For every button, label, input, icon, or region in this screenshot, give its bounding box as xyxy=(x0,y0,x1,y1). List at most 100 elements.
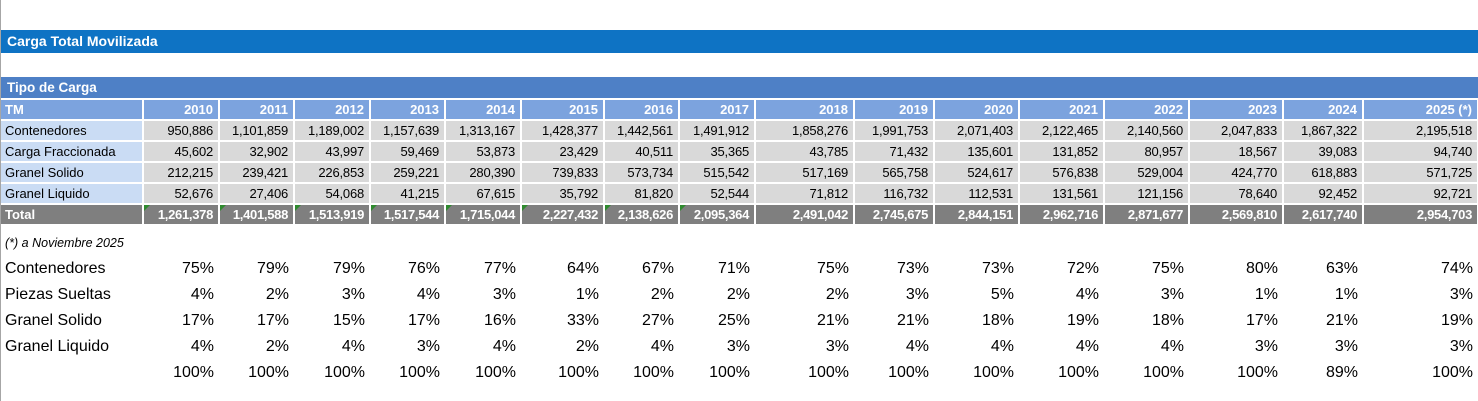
tonnage-cell[interactable]: 40,511 xyxy=(605,142,680,163)
pct-cell[interactable]: 67% xyxy=(641,260,674,277)
pct-cell[interactable]: 2% xyxy=(265,286,289,303)
tonnage-cell[interactable]: 573,734 xyxy=(605,163,680,184)
total-cell[interactable]: 2,227,432 xyxy=(522,205,605,226)
tonnage-cell[interactable]: 618,883 xyxy=(1284,163,1364,184)
pct-cell[interactable]: 21% xyxy=(1325,312,1358,329)
pct-cell[interactable]: 71% xyxy=(717,260,750,277)
total-cell[interactable]: 2,962,716 xyxy=(1020,205,1105,226)
pct-cell[interactable]: 33% xyxy=(566,312,599,329)
pct-cell[interactable]: 2% xyxy=(575,338,599,355)
pct-cell[interactable]: 100% xyxy=(709,364,750,381)
tonnage-cell[interactable]: 80,957 xyxy=(1105,142,1190,163)
pct-label-cell[interactable]: Granel Solido xyxy=(5,312,102,329)
tonnage-cell[interactable]: 135,601 xyxy=(935,142,1020,163)
total-cell[interactable]: 1,513,919 xyxy=(295,205,371,226)
pct-cell[interactable]: 17% xyxy=(407,312,440,329)
pct-cell[interactable]: 75% xyxy=(1151,260,1184,277)
year-header-cell[interactable]: 2015 xyxy=(522,100,605,121)
pct-cell[interactable]: 19% xyxy=(1066,312,1099,329)
pct-cell[interactable]: 3% xyxy=(1449,286,1473,303)
tonnage-cell[interactable]: 116,732 xyxy=(855,184,935,205)
year-header-cell[interactable]: 2019 xyxy=(855,100,935,121)
pct-cell[interactable]: 75% xyxy=(181,260,214,277)
footnote[interactable]: (*) a Noviembre 2025 xyxy=(5,236,124,250)
tonnage-cell[interactable]: 67,615 xyxy=(446,184,522,205)
tonnage-cell[interactable]: 52,544 xyxy=(680,184,756,205)
pct-label-cell[interactable]: Piezas Sueltas xyxy=(5,286,111,303)
pct-cell[interactable]: 100% xyxy=(888,364,929,381)
pct-cell[interactable]: 4% xyxy=(1075,286,1099,303)
pct-cell[interactable]: 4% xyxy=(905,338,929,355)
tonnage-cell[interactable]: 121,156 xyxy=(1105,184,1190,205)
tonnage-cell[interactable]: 59,469 xyxy=(371,142,446,163)
pct-cell[interactable]: 4% xyxy=(190,286,214,303)
year-header-cell[interactable]: 2014 xyxy=(446,100,522,121)
tonnage-cell[interactable]: 1,491,912 xyxy=(680,121,756,142)
section-header-bar[interactable]: Tipo de Carga xyxy=(1,77,1478,98)
total-cell[interactable]: 2,095,364 xyxy=(680,205,756,226)
tonnage-cell[interactable]: 53,873 xyxy=(446,142,522,163)
tonnage-cell[interactable]: 2,047,833 xyxy=(1190,121,1284,142)
pct-cell[interactable]: 3% xyxy=(1254,338,1278,355)
pct-cell[interactable]: 100% xyxy=(324,364,365,381)
tonnage-cell[interactable]: 280,390 xyxy=(446,163,522,184)
tonnage-cell[interactable]: 226,853 xyxy=(295,163,371,184)
pct-cell[interactable]: 21% xyxy=(896,312,929,329)
year-header-cell[interactable]: 2025 (*) xyxy=(1364,100,1478,121)
pct-cell[interactable]: 74% xyxy=(1440,260,1473,277)
tonnage-cell[interactable]: 32,902 xyxy=(220,142,295,163)
tonnage-cell[interactable]: 212,215 xyxy=(144,163,220,184)
pct-cell[interactable]: 2% xyxy=(265,338,289,355)
pct-label-cell[interactable] xyxy=(1,360,144,386)
tonnage-cell[interactable]: 1,867,322 xyxy=(1284,121,1364,142)
tonnage-cell[interactable]: 41,215 xyxy=(371,184,446,205)
pct-cell[interactable]: 79% xyxy=(332,260,365,277)
tonnage-cell[interactable]: 239,421 xyxy=(220,163,295,184)
total-cell[interactable]: 2,491,042 xyxy=(756,205,855,226)
pct-cell[interactable]: 3% xyxy=(1160,286,1184,303)
tonnage-cell[interactable]: 131,852 xyxy=(1020,142,1105,163)
tonnage-cell[interactable]: 739,833 xyxy=(522,163,605,184)
pct-cell[interactable]: 100% xyxy=(1237,364,1278,381)
pct-cell[interactable]: 5% xyxy=(990,286,1014,303)
tonnage-cell[interactable]: 1,313,167 xyxy=(446,121,522,142)
pct-cell[interactable]: 79% xyxy=(256,260,289,277)
tonnage-cell[interactable]: 27,406 xyxy=(220,184,295,205)
total-cell[interactable]: 2,745,675 xyxy=(855,205,935,226)
pct-cell[interactable]: 4% xyxy=(190,338,214,355)
tonnage-cell[interactable]: 1,101,859 xyxy=(220,121,295,142)
tonnage-cell[interactable]: 78,640 xyxy=(1190,184,1284,205)
tonnage-cell[interactable]: 23,429 xyxy=(522,142,605,163)
pct-cell[interactable]: 4% xyxy=(1075,338,1099,355)
year-header-cell[interactable]: 2023 xyxy=(1190,100,1284,121)
pct-cell[interactable]: 2% xyxy=(726,286,750,303)
tonnage-cell[interactable]: 1,858,276 xyxy=(756,121,855,142)
tonnage-cell[interactable]: 81,820 xyxy=(605,184,680,205)
tonnage-cell[interactable]: 565,758 xyxy=(855,163,935,184)
pct-cell[interactable]: 80% xyxy=(1245,260,1278,277)
pct-cell[interactable]: 100% xyxy=(1058,364,1099,381)
tonnage-cell[interactable]: 1,157,639 xyxy=(371,121,446,142)
tonnage-cell[interactable]: 43,785 xyxy=(756,142,855,163)
pct-cell[interactable]: 15% xyxy=(332,312,365,329)
pct-cell[interactable]: 100% xyxy=(248,364,289,381)
row-label-cell[interactable]: Granel Solido xyxy=(1,163,144,184)
pct-cell[interactable]: 63% xyxy=(1325,260,1358,277)
pct-cell[interactable]: 3% xyxy=(1334,338,1358,355)
pct-cell[interactable]: 75% xyxy=(816,260,849,277)
year-header-cell[interactable]: 2013 xyxy=(371,100,446,121)
unit-header-cell[interactable]: TM xyxy=(1,100,144,121)
pct-cell[interactable]: 3% xyxy=(341,286,365,303)
pct-cell[interactable]: 3% xyxy=(492,286,516,303)
pct-cell[interactable]: 4% xyxy=(990,338,1014,355)
pct-cell[interactable]: 3% xyxy=(825,338,849,355)
tonnage-cell[interactable]: 576,838 xyxy=(1020,163,1105,184)
pct-cell[interactable]: 17% xyxy=(181,312,214,329)
tonnage-cell[interactable]: 517,169 xyxy=(756,163,855,184)
pct-cell[interactable]: 18% xyxy=(981,312,1014,329)
pct-cell[interactable]: 4% xyxy=(416,286,440,303)
total-cell[interactable]: 1,401,588 xyxy=(220,205,295,226)
year-header-cell[interactable]: 2010 xyxy=(144,100,220,121)
pct-cell[interactable]: 4% xyxy=(650,338,674,355)
tonnage-cell[interactable]: 1,428,377 xyxy=(522,121,605,142)
